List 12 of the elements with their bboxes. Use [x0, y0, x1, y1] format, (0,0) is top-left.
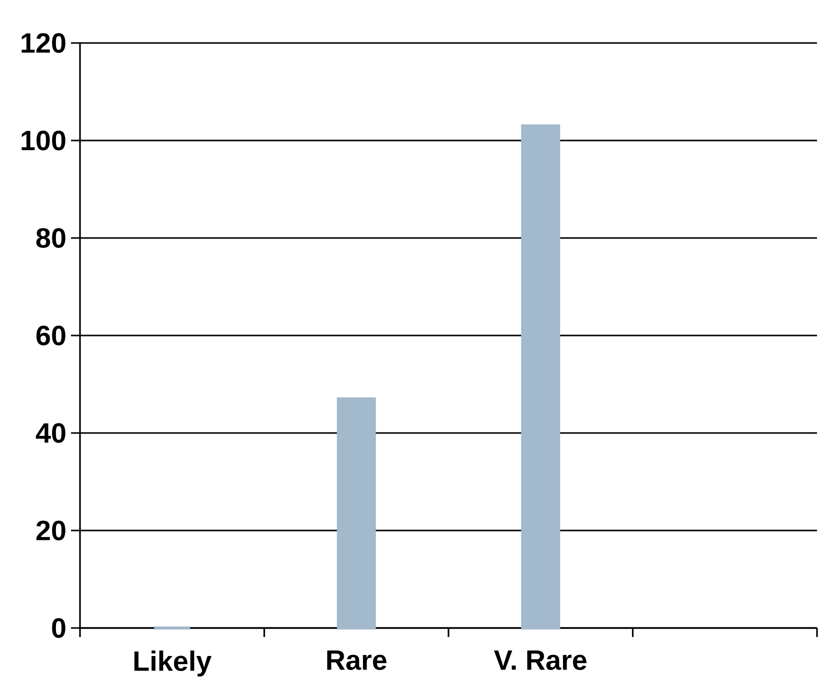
x-tick-label: Rare — [327, 650, 386, 670]
x-tick-label: Likely — [134, 650, 212, 677]
bar — [521, 124, 560, 630]
bar — [336, 397, 376, 630]
y-tick-label: 100 — [22, 130, 66, 150]
y-tick-label: 80 — [36, 228, 66, 248]
y-tick-label: 40 — [36, 423, 66, 443]
y-tick-label: 20 — [36, 520, 66, 540]
y-tick-label: 0 — [52, 618, 66, 638]
y-tick-label: 120 — [22, 33, 66, 53]
x-tick-label: V. Rare — [494, 650, 586, 670]
y-tick-label: 60 — [36, 326, 66, 346]
